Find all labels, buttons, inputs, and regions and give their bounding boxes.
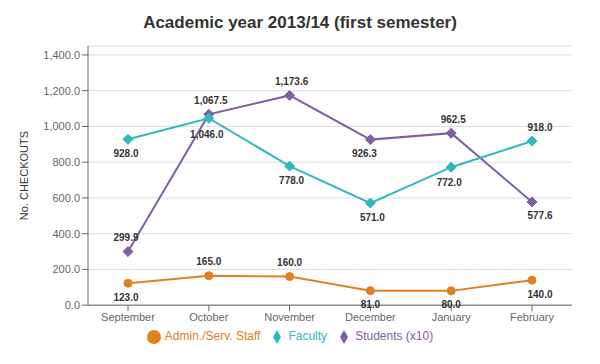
svg-text:November: November bbox=[264, 311, 315, 323]
svg-text:165.0: 165.0 bbox=[196, 256, 221, 267]
svg-text:400.0: 400.0 bbox=[52, 228, 80, 240]
svg-text:571.0: 571.0 bbox=[360, 212, 385, 223]
html-text:Faculty: Faculty bbox=[288, 329, 328, 344]
svg-text:February: February bbox=[510, 311, 555, 323]
svg-text:772.0: 772.0 bbox=[437, 177, 462, 188]
svg-text:1,000.0: 1,000.0 bbox=[43, 120, 80, 132]
svg-text:600.0: 600.0 bbox=[52, 192, 80, 204]
svg-text:81.0: 81.0 bbox=[361, 299, 381, 310]
svg-text:778.0: 778.0 bbox=[279, 175, 304, 186]
svg-text:200.0: 200.0 bbox=[52, 263, 80, 275]
svg-text:800.0: 800.0 bbox=[52, 156, 80, 168]
svg-text:140.0: 140.0 bbox=[527, 289, 552, 300]
svg-text:577.6: 577.6 bbox=[527, 210, 552, 221]
svg-text:No. CHECKOUTS: No. CHECKOUTS bbox=[18, 131, 30, 220]
svg-text:0.0: 0.0 bbox=[65, 299, 80, 311]
svg-text:1,200.0: 1,200.0 bbox=[43, 85, 80, 97]
svg-text:September: September bbox=[101, 311, 155, 323]
svg-text:926.3: 926.3 bbox=[352, 148, 377, 159]
html-text:Academic year 2013/14 (first s: Academic year 2013/14 (first semester) bbox=[143, 13, 457, 32]
svg-text:928.0: 928.0 bbox=[113, 148, 138, 159]
svg-text:January: January bbox=[432, 311, 472, 323]
svg-text:1,400.0: 1,400.0 bbox=[43, 49, 80, 61]
svg-text:October: October bbox=[189, 311, 228, 323]
svg-text:1,046.0: 1,046.0 bbox=[190, 129, 224, 140]
html-text:Admin./Serv. Staff: Admin./Serv. Staff bbox=[164, 329, 261, 344]
svg-text:1,173.6: 1,173.6 bbox=[275, 76, 309, 87]
html-text:Students (x10): Students (x10) bbox=[355, 329, 434, 344]
svg-text:962.5: 962.5 bbox=[441, 114, 466, 125]
svg-text:918.0: 918.0 bbox=[527, 122, 552, 133]
svg-text:December: December bbox=[345, 311, 396, 323]
svg-text:123.0: 123.0 bbox=[113, 292, 138, 303]
svg-text:299.9: 299.9 bbox=[113, 232, 138, 243]
svg-text:160.0: 160.0 bbox=[277, 257, 302, 268]
svg-text:80.0: 80.0 bbox=[441, 299, 461, 310]
svg-text:1,067.5: 1,067.5 bbox=[194, 95, 228, 106]
